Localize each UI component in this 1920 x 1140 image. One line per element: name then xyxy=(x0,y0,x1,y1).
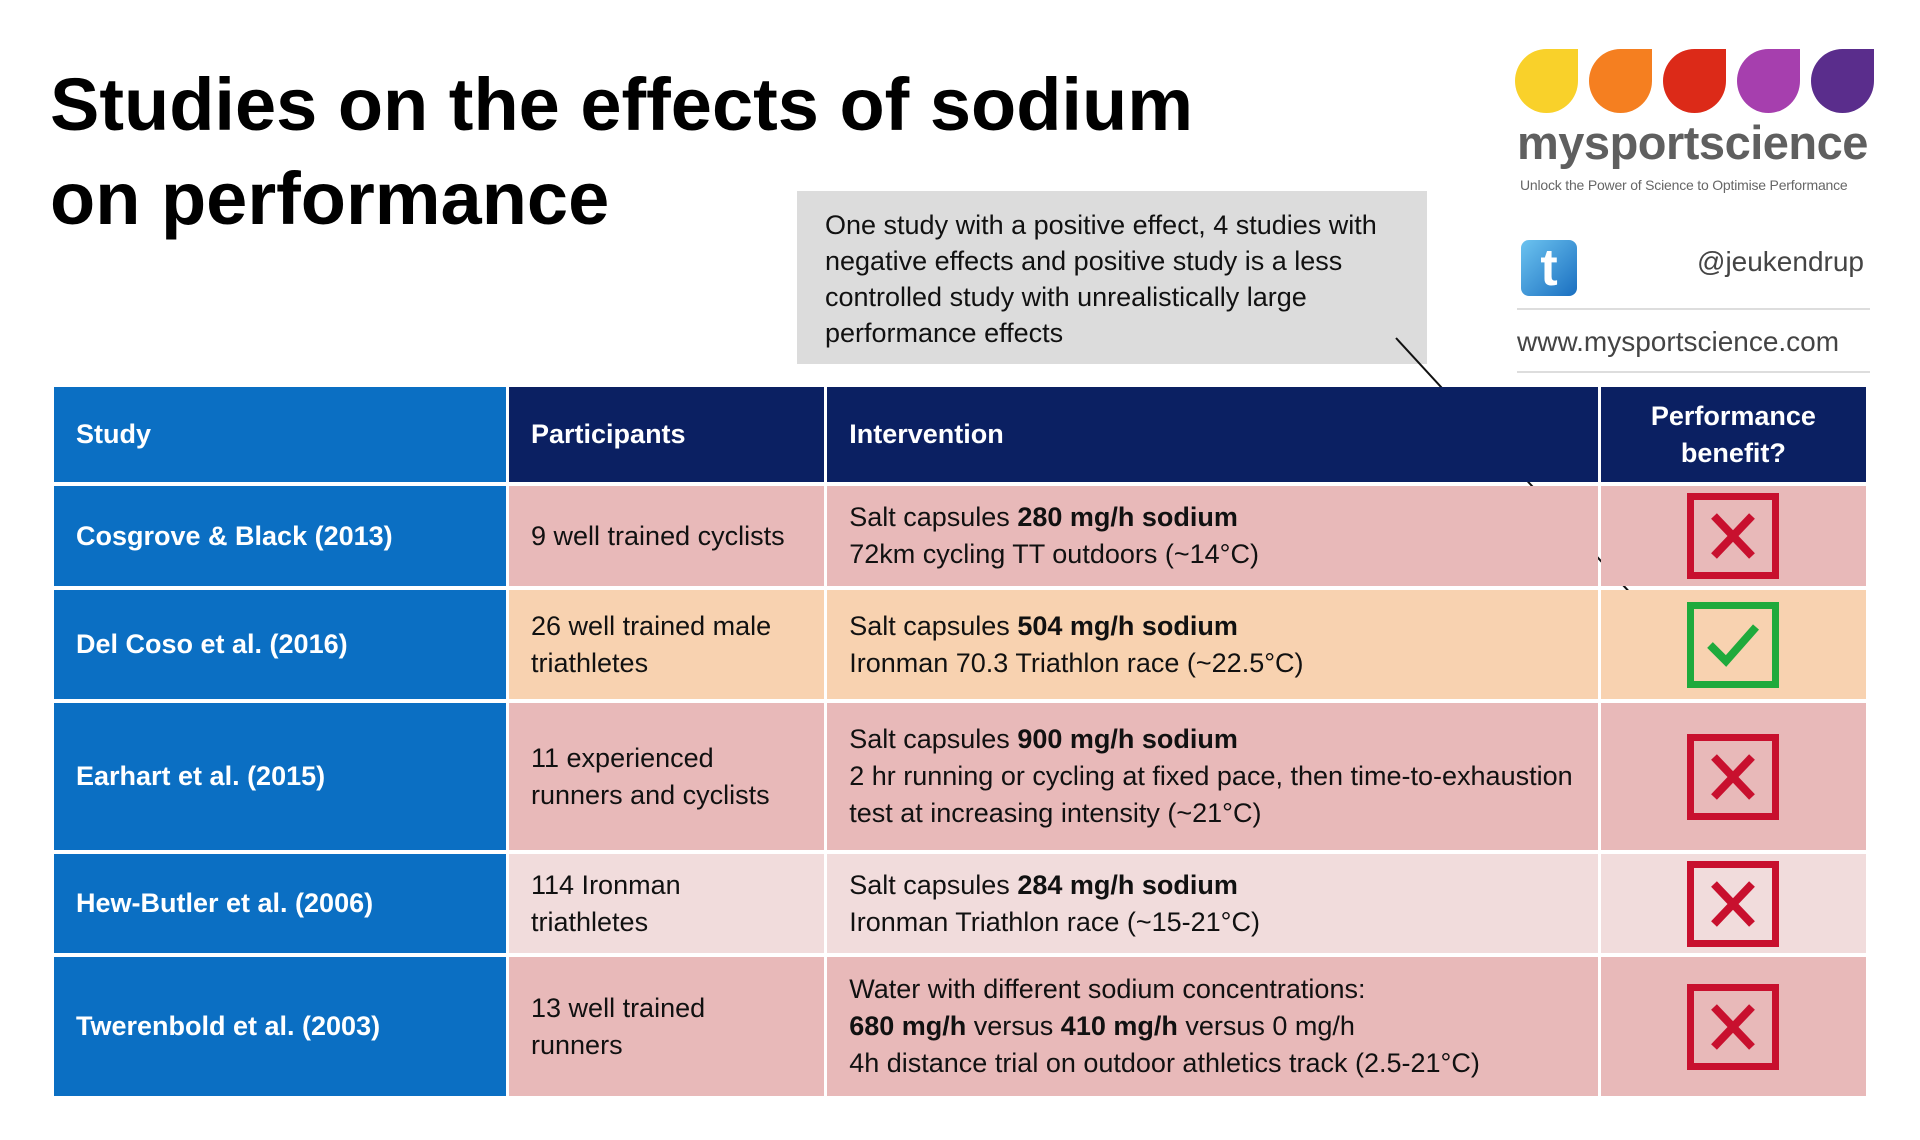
intervention-cell: Salt capsules 280 mg/h sodium 72km cyclin… xyxy=(827,486,1598,586)
sodium-dose: 284 mg/h sodium xyxy=(1017,869,1238,900)
intervention-cell: Water with different sodium concentratio… xyxy=(827,957,1598,1096)
benefit-cell xyxy=(1600,854,1866,953)
cross-icon xyxy=(1687,860,1780,947)
sodium-dose: 680 mg/h xyxy=(849,1011,967,1041)
intervention-text: Salt capsules xyxy=(849,502,1018,532)
intervention-detail: 4h distance trial on outdoor athletics t… xyxy=(849,1048,1480,1078)
logo-drop xyxy=(1811,49,1874,113)
sodium-dose: 900 mg/h sodium xyxy=(1017,724,1238,754)
table-row: Earhart et al. (2015) 11 experienced run… xyxy=(54,703,1866,850)
logo-drop xyxy=(1737,49,1800,113)
check-icon xyxy=(1687,601,1780,688)
intervention-cell: Salt capsules 504 mg/h sodium Ironman 70.… xyxy=(827,590,1598,699)
table-row: Hew-Butler et al. (2006) 114 Ironman tri… xyxy=(54,854,1866,953)
intervention-cell: Salt capsules 900 mg/h sodium 2 hr runnin… xyxy=(827,703,1598,850)
logo-drop xyxy=(1589,49,1652,113)
cross-icon xyxy=(1687,493,1780,579)
sodium-dose: 280 mg/h sodium xyxy=(1017,502,1238,532)
cross-icon xyxy=(1687,733,1780,820)
study-cell: Cosgrove & Black (2013) xyxy=(54,486,507,586)
logo-drops xyxy=(1515,49,1874,113)
intervention-text: versus xyxy=(966,1011,1061,1041)
table-header: Study Participants Intervention Performa… xyxy=(54,387,1866,482)
table-row: Cosgrove & Black (2013) 9 well trained c… xyxy=(54,486,1866,586)
brand-name: mysportscience xyxy=(1517,116,1868,169)
header-participants: Participants xyxy=(509,387,825,482)
participants-cell: 26 well trained male triathletes xyxy=(509,590,825,699)
intervention-detail: 2 hr running or cycling at fixed pace, t… xyxy=(849,761,1573,828)
participants-cell: 114 Ironman triathletes xyxy=(509,854,825,953)
intervention-text: Salt capsules xyxy=(849,610,1018,641)
sodium-dose: 504 mg/h sodium xyxy=(1017,610,1238,641)
intervention-detail: 72km cycling TT outdoors (~14°C) xyxy=(849,539,1259,569)
header-benefit: Performance benefit? xyxy=(1600,387,1866,482)
cross-icon xyxy=(1687,983,1780,1070)
benefit-cell xyxy=(1600,703,1866,850)
benefit-cell xyxy=(1600,957,1866,1096)
benefit-cell xyxy=(1600,590,1866,699)
sodium-dose: 410 mg/h xyxy=(1060,1011,1178,1041)
participants-cell: 9 well trained cyclists xyxy=(509,486,825,586)
page-title: Studies on the effects of sodium on perf… xyxy=(50,63,1193,240)
participants-cell: 11 experienced runners and cyclists xyxy=(509,703,825,850)
logo-drop xyxy=(1515,49,1578,113)
benefit-cell xyxy=(1600,486,1866,586)
twitter-handle[interactable]: @jeukendrup xyxy=(1697,246,1864,277)
intervention-cell: Salt capsules 284 mg/h sodium Ironman Tri… xyxy=(827,854,1598,953)
intervention-text: versus 0 mg/h xyxy=(1177,1011,1355,1041)
logo-drop xyxy=(1663,49,1726,113)
intervention-text: Water with different sodium concentratio… xyxy=(849,974,1366,1004)
twitter-icon[interactable]: t xyxy=(1521,240,1577,296)
intervention-detail: Ironman 70.3 Triathlon race (~22.5°C) xyxy=(849,647,1304,678)
header-intervention: Intervention xyxy=(827,387,1598,482)
intervention-text: Salt capsules xyxy=(849,869,1018,900)
study-cell: Twerenbold et al. (2003) xyxy=(54,957,507,1096)
study-cell: Earhart et al. (2015) xyxy=(54,703,507,850)
intervention-text: Salt capsules xyxy=(849,724,1018,754)
divider xyxy=(1517,371,1870,373)
header-study: Study xyxy=(54,387,507,482)
website-link[interactable]: www.mysportscience.com xyxy=(1517,326,1840,357)
intervention-detail: Ironman Triathlon race (~15-21°C) xyxy=(849,906,1260,937)
summary-callout: One study with a positive effect, 4 stud… xyxy=(797,191,1427,364)
table-row: Del Coso et al. (2016) 26 well trained m… xyxy=(54,590,1866,699)
study-cell: Del Coso et al. (2016) xyxy=(54,590,507,699)
brand-tagline: Unlock the Power of Science to Optimise … xyxy=(1520,177,1848,193)
studies-table: Study Participants Intervention Performa… xyxy=(51,383,1869,1100)
participants-cell: 13 well trained runners xyxy=(509,957,825,1096)
study-cell: Hew-Butler et al. (2006) xyxy=(54,854,507,953)
divider xyxy=(1517,308,1870,310)
table-row: Twerenbold et al. (2003) 13 well trained… xyxy=(54,957,1866,1096)
